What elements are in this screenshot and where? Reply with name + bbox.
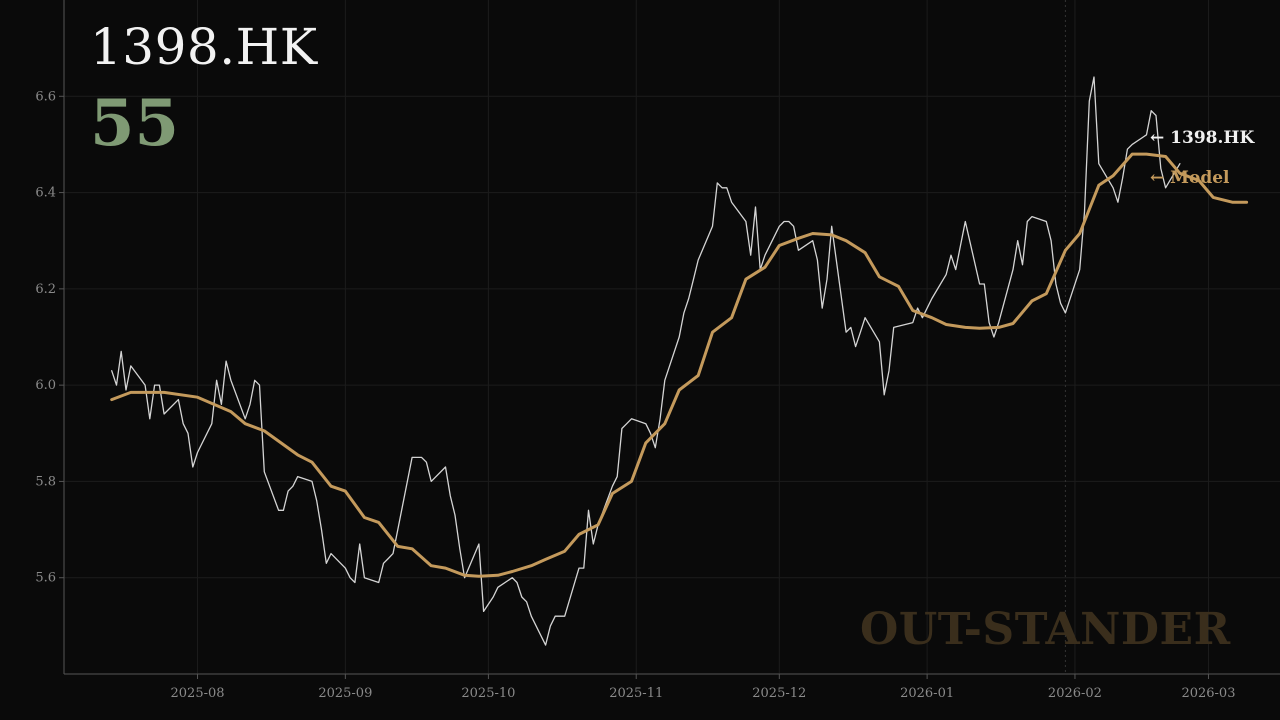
y-tick-label: 5.6 (35, 571, 56, 586)
price-series-line (111, 76, 1181, 646)
x-tick-label: 2025-08 (171, 686, 225, 701)
legend-label-price: ← 1398.HK (1150, 128, 1255, 148)
y-tick-label: 6.4 (35, 186, 56, 201)
series-layer (110, 76, 1249, 646)
y-tick-label: 6.0 (35, 378, 56, 393)
x-tick-label: 2026-01 (900, 686, 954, 701)
tick-labels: 5.6 5.8 6.0 6.2 6.4 6.6 2025-08 2025-09 2025-10 2… (35, 89, 1235, 701)
y-tick-label: 5.8 (35, 474, 56, 489)
watermark-text: OUT-STANDER (860, 604, 1231, 655)
x-tick-label: 2026-03 (1181, 686, 1235, 701)
y-tick-label: 6.6 (35, 89, 56, 104)
axes (59, 0, 1280, 679)
legend-label-model: ← Model (1150, 168, 1230, 188)
x-tick-label: 2025-11 (609, 686, 663, 701)
grid (64, 0, 1280, 674)
x-tick-label: 2025-12 (752, 686, 806, 701)
y-tick-label: 6.2 (35, 282, 56, 297)
x-tick-label: 2025-09 (318, 686, 372, 701)
model-series-line (110, 152, 1249, 578)
ticker-title: 1398.HK (90, 18, 318, 76)
x-tick-label: 2026-02 (1048, 686, 1102, 701)
score-value: 55 (90, 86, 180, 161)
x-tick-label: 2025-10 (461, 686, 515, 701)
